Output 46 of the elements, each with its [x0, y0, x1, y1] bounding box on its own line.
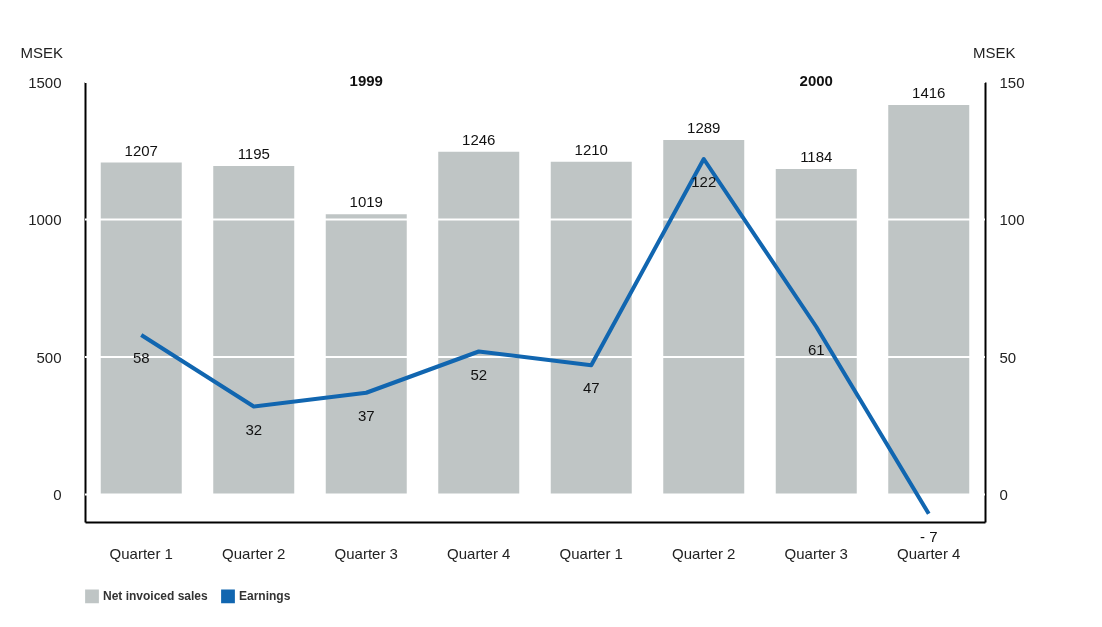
bar [213, 165, 295, 495]
data-label: 1416 [912, 84, 946, 102]
bar [100, 162, 182, 495]
y2-tick-label: 50 [999, 348, 1017, 366]
data-label: 1195 [237, 144, 270, 162]
data-label: 122 [691, 173, 717, 190]
x-tick-label: Quarter 1 [109, 544, 173, 562]
y-tick-label: 1000 [28, 211, 62, 228]
y2-tick-label: 150 [999, 73, 1025, 91]
data-label: 32 [245, 420, 263, 438]
data-label: 58 [132, 349, 150, 366]
data-label: 37 [357, 406, 375, 424]
legend-label: Net invoiced sales [103, 589, 209, 604]
data-label: 1019 [349, 193, 383, 211]
y-tick-label: 500 [36, 348, 62, 366]
data-label: 1210 [574, 140, 608, 158]
x-tick-label: Quarter 2 [222, 544, 286, 562]
data-label: 1207 [124, 141, 158, 159]
data-label: 1184 [800, 147, 833, 165]
data-label: 1289 [687, 119, 721, 137]
x-tick-label: Quarter 4 [897, 544, 961, 562]
y-axis-title: MSEK [20, 43, 64, 61]
annotation: 1999 [349, 72, 383, 89]
bar [438, 151, 520, 495]
data-label: 52 [470, 365, 488, 383]
y-tick-label: 0 [53, 486, 62, 503]
data-label: 47 [582, 379, 600, 397]
y2-axis-title: MSEK [972, 43, 1016, 61]
y-tick-label: 1500 [28, 73, 62, 91]
x-tick-label: Quarter 3 [784, 544, 848, 562]
y2-tick-label: 100 [999, 211, 1025, 228]
bar [550, 161, 632, 495]
legend-label: Earnings [239, 589, 291, 604]
bar [888, 105, 970, 495]
data-label: 61 [807, 340, 825, 358]
x-tick-label: Quarter 1 [559, 544, 623, 562]
y2-tick-label: 0 [999, 486, 1008, 503]
x-tick-label: Quarter 4 [447, 544, 511, 562]
bar [775, 168, 857, 495]
x-tick-label: Quarter 2 [672, 544, 736, 562]
bar [663, 140, 745, 495]
data-label: - 7 [919, 527, 938, 545]
data-label: 1246 [462, 130, 496, 148]
bar [325, 214, 407, 495]
x-tick-label: Quarter 3 [334, 544, 398, 562]
annotation: 2000 [799, 72, 833, 89]
